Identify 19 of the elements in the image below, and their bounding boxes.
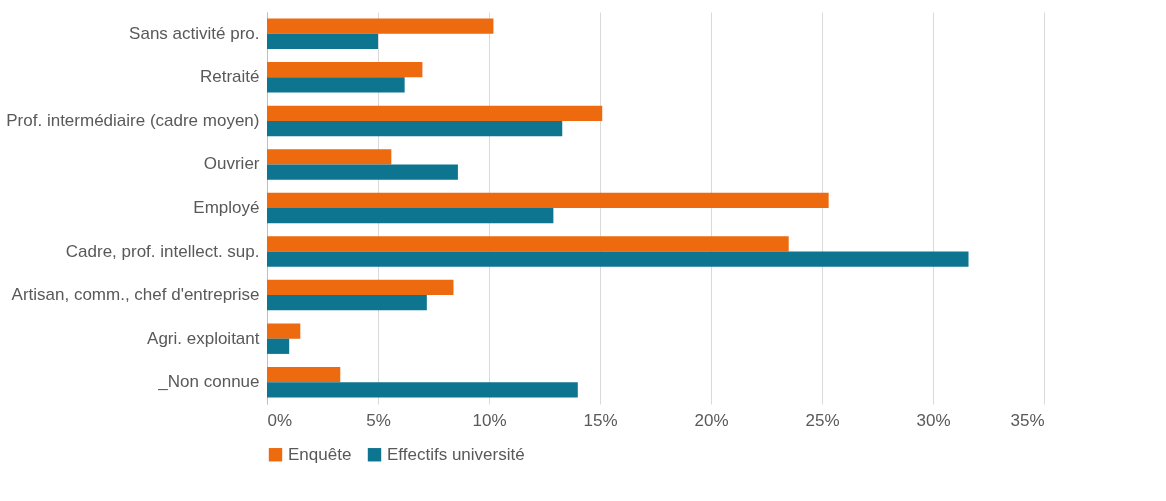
y-tick-label: Ouvrier	[203, 154, 260, 174]
y-tick-label: Retraité	[199, 67, 260, 87]
y-tick-label: Artisan, comm., chef d'entreprise	[11, 285, 260, 305]
x-tick-label: 30%	[916, 410, 951, 430]
x-tick-label: 0%	[267, 410, 293, 430]
x-tick-label: 15%	[583, 410, 618, 430]
y-tick-label: Agri. exploitant	[147, 328, 260, 348]
x-tick-label: 20%	[694, 410, 729, 430]
legend-label: Effectifs université	[387, 444, 525, 464]
y-tick-label: _Non connue	[157, 372, 260, 392]
x-tick-label: 25%	[805, 410, 840, 430]
y-tick-label: Employé	[193, 198, 260, 217]
x-tick-label: 5%	[366, 410, 391, 430]
y-tick-label: Cadre, prof. intellect. sup.	[65, 241, 260, 261]
x-tick-label: 35%	[1010, 410, 1045, 430]
y-tick-label: Sans activité pro.	[129, 23, 260, 43]
y-tick-label: Prof. intermédiaire (cadre moyen)	[6, 110, 260, 130]
x-tick-label: 10%	[472, 410, 507, 430]
legend-label: Enquête	[288, 444, 352, 464]
